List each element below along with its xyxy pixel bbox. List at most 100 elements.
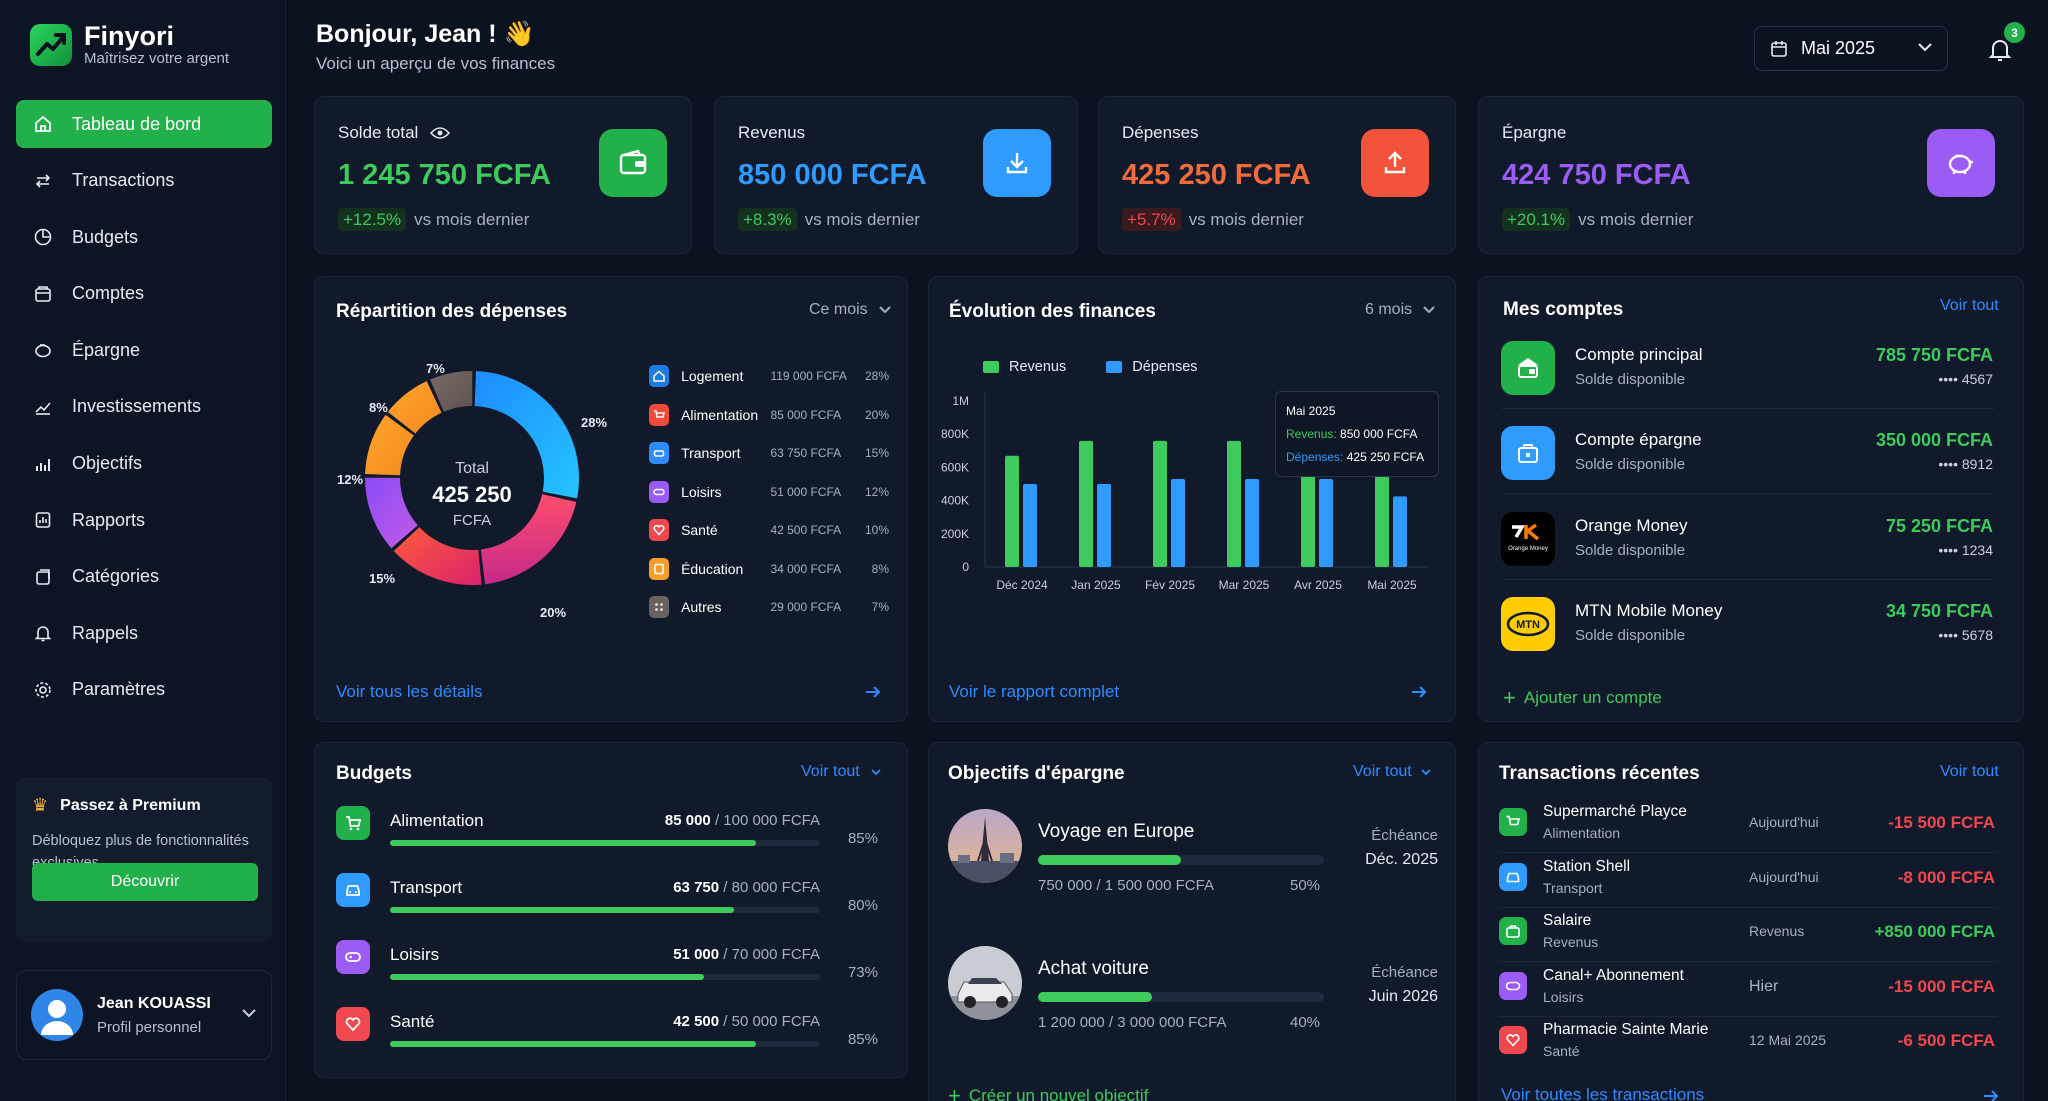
legend-amount: 29 000 FCFA [770,600,842,614]
nav-item-investissements[interactable]: Investissements [16,383,272,431]
x-tick-label: Avr 2025 [1294,578,1342,592]
bar-dépenses[interactable] [1023,484,1037,567]
chevron-down-icon [1918,43,1932,52]
arrow-right-icon[interactable] [1411,685,1427,699]
donut-segment-transport[interactable] [393,527,482,585]
app-logo[interactable]: Finyori Maîtrisez votre argent [30,22,229,68]
transaction-row[interactable]: Canal+ Abonnement Loisirs Hier -15 000 F… [1499,963,1997,1017]
bar-revenus[interactable] [1005,455,1019,567]
user-profile[interactable]: Jean KOUASSI Profil personnel [16,970,272,1060]
donut-segment-loisirs[interactable] [365,477,418,549]
tx-amount: -15 000 FCFA [1888,976,1995,996]
legend-name: Alimentation [681,406,759,423]
nav-item-budgets[interactable]: Budgets [16,213,272,261]
see-all-goals-link[interactable]: Voir tout [1353,763,1432,781]
nav-item-epargne[interactable]: Épargne [16,326,272,374]
bar-revenus[interactable] [1227,440,1241,567]
account-row[interactable]: Compte principal Solde disponible 785 75… [1501,325,1995,409]
goal-item[interactable]: Voyage en Europe 750 000 / 1 500 000 FCF… [948,809,1438,929]
report-link[interactable]: Voir le rapport complet [949,682,1120,701]
period-dropdown[interactable]: 6 mois [1365,301,1436,319]
transaction-row[interactable]: Station Shell Transport Aujourd'hui -8 0… [1499,854,1997,908]
legend-swatch [1106,361,1123,373]
budget-row[interactable]: Alimentation 85 000 / 100 000 FCFA 85% [336,806,882,862]
car-image [948,946,1022,1020]
budget-limit: / 100 000 FCFA [714,812,820,829]
donut-segment-santé[interactable] [365,414,414,476]
bar-dépenses[interactable] [1319,479,1333,567]
budget-spent: 63 750 [673,879,720,896]
chevron-down-icon [1421,769,1431,776]
bar-revenus[interactable] [1079,440,1093,567]
panel-title: Évolution des finances [949,301,1156,322]
bar-revenus[interactable] [1153,440,1167,567]
stat-label: Dépenses [1122,123,1199,142]
budget-progress [390,974,820,980]
arrow-right-icon[interactable] [1983,1089,1999,1101]
bar-dépenses[interactable] [1245,479,1259,567]
stat-label: Solde total [338,123,419,142]
nav-label: Rappels [72,622,139,643]
see-all-transactions-link[interactable]: Voir tout [1940,763,1999,780]
transaction-row[interactable]: Supermarché Playce Alimentation Aujourd'… [1499,799,1997,853]
donut-segment-éducation[interactable] [387,381,442,434]
details-link[interactable]: Voir tous les détails [336,682,483,701]
donut-total-unit: FCFA [452,512,492,529]
see-all-accounts-link[interactable]: Voir tout [1940,297,1999,314]
nav-label: Budgets [72,226,139,247]
legend-row[interactable]: Logement 119 000 FCFA 28% [649,362,889,390]
nav-item-comptes[interactable]: Comptes [16,270,272,318]
budget-row[interactable]: Loisirs 51 000 / 70 000 FCFA 73% [336,940,882,996]
x-tick-label: Déc 2024 [996,578,1048,592]
budget-row[interactable]: Transport 63 750 / 80 000 FCFA 80% [336,873,882,929]
nav-item-rapports[interactable]: Rapports [16,496,272,544]
nav-item-transactions[interactable]: Transactions [16,157,272,205]
sidebar: Finyori Maîtrisez votre argent Tableau d… [0,0,286,1101]
nav-item-parametres[interactable]: Paramètres [16,666,272,714]
create-goal-button[interactable]: + Créer un nouvel objectif [948,1083,1148,1101]
nav-item-objectifs[interactable]: Objectifs [16,440,272,488]
arrow-right-icon[interactable] [865,685,881,699]
legend-row[interactable]: Alimentation 85 000 FCFA 20% [649,401,889,429]
nav-item-rappels[interactable]: Rappels [16,609,272,657]
nav-label: Transactions [72,170,175,191]
goal-due-label: Échéance [1371,827,1438,844]
discover-button[interactable]: Découvrir [32,863,258,901]
goal-due: Juin 2026 [1368,988,1438,1005]
legend-row[interactable]: Santé 42 500 FCFA 10% [649,516,889,544]
donut-segment-autres[interactable] [430,371,473,412]
bar-dépenses[interactable] [1171,479,1185,567]
month-selector[interactable]: Mai 2025 [1754,26,1948,71]
stat-card-epargne: Épargne 424 750 FCFA +20.1% vs mois derni… [1478,96,2024,254]
y-tick-label: 0 [962,560,969,574]
legend-row[interactable]: Loisirs 51 000 FCFA 12% [649,478,889,506]
donut-segment-alimentation[interactable] [480,494,577,585]
account-row[interactable]: MTN MTN Mobile Money Solde disponible 34… [1501,581,1995,665]
home-icon [32,113,54,135]
car-icon [336,873,370,907]
transaction-row[interactable]: Pharmacie Sainte Marie Santé 12 Mai 2025… [1499,1017,1997,1071]
tooltip-dep-value: 425 250 FCFA [1346,450,1425,464]
donut-segment-logement[interactable] [474,371,579,499]
notification-bell-icon[interactable] [1988,37,2012,63]
goal-item[interactable]: Achat voiture 1 200 000 / 3 000 000 FCFA… [948,946,1438,1066]
bar-dépenses[interactable] [1097,484,1111,567]
eye-icon[interactable] [430,126,451,140]
legend-row[interactable]: Autres 29 000 FCFA 7% [649,593,889,621]
tx-amount: +850 000 FCFA [1874,922,1996,941]
budget-row[interactable]: Santé 42 500 / 50 000 FCFA 85% [336,1007,882,1063]
account-row[interactable]: Orange Money Orange Money Solde disponib… [1501,496,1995,580]
account-row[interactable]: Compte épargne Solde disponible 350 000 … [1501,410,1995,494]
legend-row[interactable]: Transport 63 750 FCFA 15% [649,439,889,467]
see-all-budgets-link[interactable]: Voir tout [801,763,882,781]
account-balance: 350 000 FCFA [1875,430,1993,450]
chart-legend: Revenus Dépenses [983,359,1198,375]
transaction-row[interactable]: Salaire Revenus Revenus +850 000 FCFA [1499,908,1997,962]
all-transactions-link[interactable]: Voir toutes les transactions [1501,1085,1705,1101]
nav-item-dashboard[interactable]: Tableau de bord [16,100,272,148]
add-account-button[interactable]: + Ajouter un compte [1503,685,1662,711]
legend-row[interactable]: Éducation 34 000 FCFA 8% [649,555,889,583]
period-dropdown[interactable]: Ce mois [809,301,892,319]
bar-dépenses[interactable] [1393,496,1407,567]
nav-item-categories[interactable]: Catégories [16,553,272,601]
